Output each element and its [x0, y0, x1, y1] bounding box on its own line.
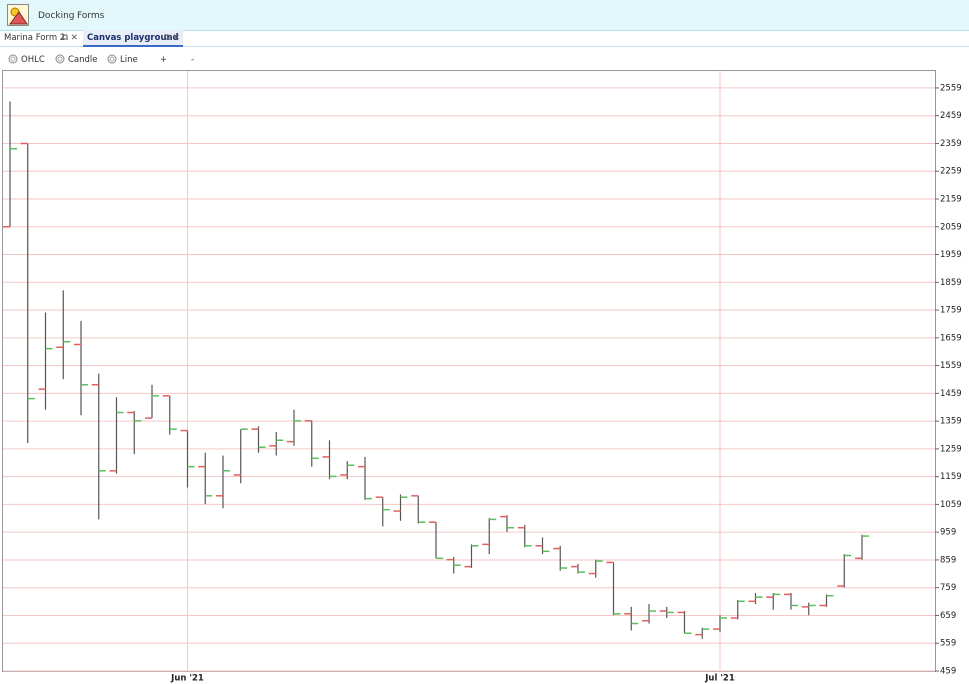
x-tick-label: Jul '21 — [704, 674, 735, 684]
active-tab — [83, 30, 183, 47]
y-tick-label: 2559 — [940, 83, 962, 93]
y-tick-label: 1359 — [940, 417, 962, 427]
radio-label[interactable]: Line — [120, 55, 138, 65]
zoom-button[interactable]: - — [191, 55, 195, 65]
y-tick-label: 1459 — [940, 389, 962, 399]
tab-close[interactable]: ⧉ ✕ — [62, 33, 78, 43]
y-tick-label: 1559 — [940, 361, 962, 371]
y-tick-label: 1259 — [940, 444, 962, 454]
y-tick-label: 2159 — [940, 194, 962, 204]
menu-bar: Docking Forms — [0, 0, 969, 31]
y-tick-label: 759 — [940, 583, 956, 593]
y-tick-label: 2359 — [940, 139, 962, 149]
y-tick-label: 1959 — [940, 250, 962, 260]
radio-label[interactable]: OHLC — [21, 55, 45, 65]
y-tick-label: 659 — [940, 611, 956, 621]
y-tick-label: 959 — [940, 528, 956, 538]
y-tick-label: 2459 — [940, 111, 962, 121]
y-tick-label: 2259 — [940, 167, 962, 177]
y-tick-label: 2059 — [940, 222, 962, 232]
tab[interactable]: Marina Form 2 — [4, 33, 66, 43]
chart: 459 559 659 759 859 959 1059 1159 1259 1359 1459 15… — [2, 70, 962, 684]
y-tick-label: 1659 — [940, 333, 962, 343]
y-tick-label: 1859 — [940, 278, 962, 288]
menu-item[interactable]: Forms — [77, 11, 105, 21]
y-tick-label: 1059 — [940, 500, 962, 510]
y-tick-label: 1759 — [940, 306, 962, 316]
x-tick-label: Jun '21 — [170, 674, 204, 684]
radio[interactable] — [107, 54, 119, 66]
radio[interactable] — [8, 54, 20, 66]
tab-strip: Marina Form 2 ⧉ ✕ Canvas playground ⧉ ✕ — [0, 30, 969, 47]
radio-label[interactable]: Candle — [68, 55, 98, 65]
plot-frame — [2, 70, 936, 672]
app-icon — [7, 4, 29, 26]
y-tick-label: 559 — [940, 639, 956, 649]
radio[interactable] — [55, 54, 67, 66]
y-tick-label: 859 — [940, 555, 956, 565]
zoom-button[interactable]: + — [160, 55, 168, 65]
y-tick-label: 1159 — [940, 472, 962, 482]
tab[interactable]: Canvas playground — [87, 33, 179, 43]
tab-close[interactable]: ⧉ ✕ — [164, 33, 180, 43]
menu-item[interactable]: Docking — [38, 11, 75, 21]
y-tick-label: 459 — [940, 667, 956, 677]
